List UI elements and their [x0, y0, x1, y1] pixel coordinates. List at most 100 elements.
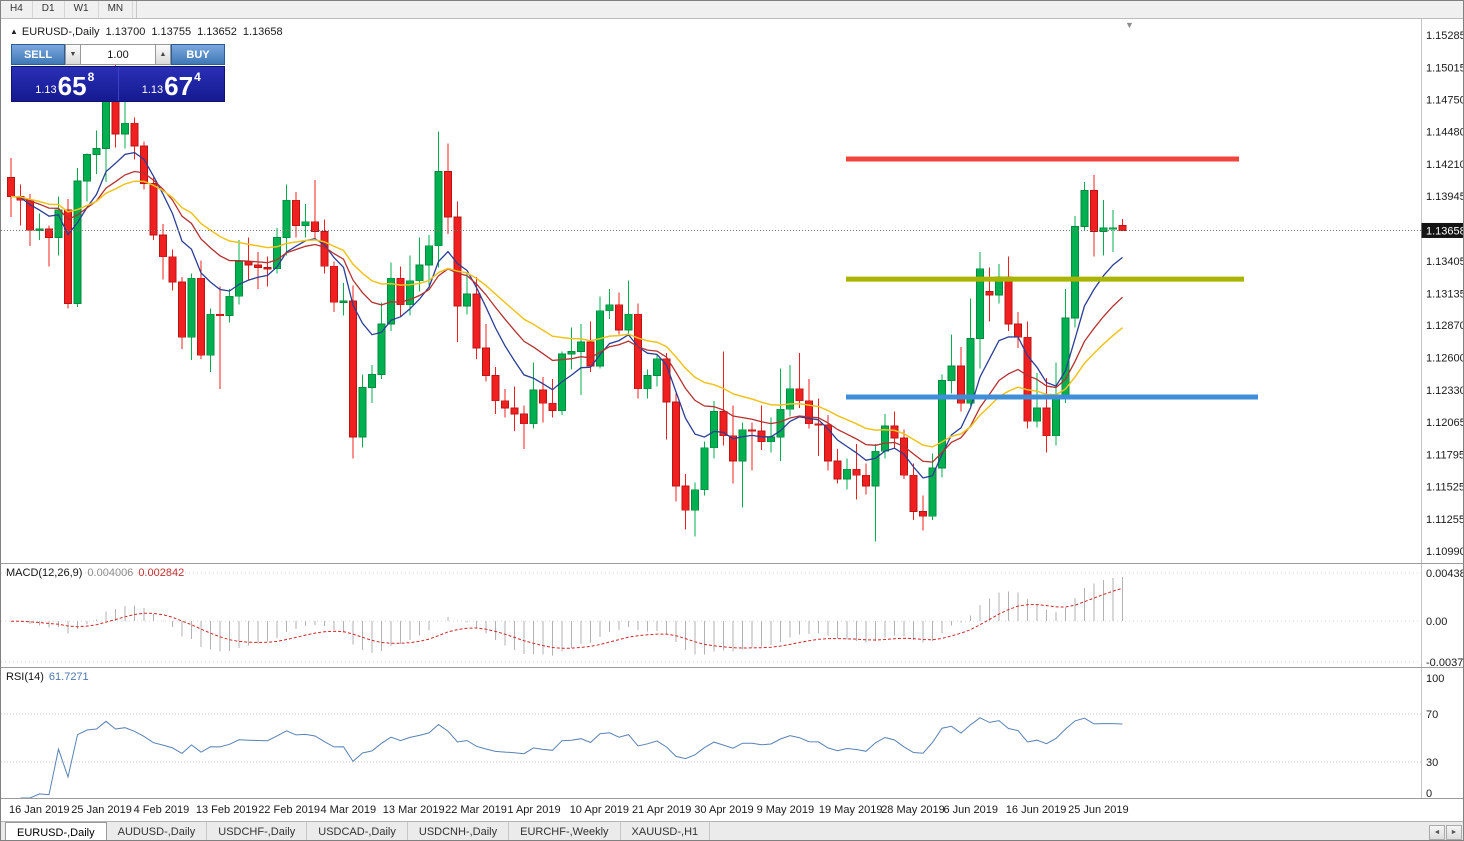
tab-eurusd-daily[interactable]: EURUSD-,Daily — [5, 822, 107, 840]
rsi-name: RSI(14) — [6, 671, 44, 683]
svg-text:1.14480: 1.14480 — [1426, 127, 1464, 139]
svg-text:1.14210: 1.14210 — [1426, 159, 1464, 171]
date-label: 22 Feb 2019 — [258, 804, 320, 816]
chart-title: ▲ EURUSD-,Daily 1.13700 1.13755 1.13652 1.136… — [10, 26, 283, 38]
svg-text:1.12870: 1.12870 — [1426, 320, 1464, 332]
timeframe-h4[interactable]: H4 — [1, 1, 33, 18]
svg-text:1.10990: 1.10990 — [1426, 546, 1464, 558]
svg-text:1.13945: 1.13945 — [1426, 191, 1464, 203]
svg-text:0.00438: 0.00438 — [1426, 568, 1464, 580]
volume-decrease-button[interactable]: ▼ — [65, 44, 81, 65]
tab-xauusd-h1[interactable]: XAUUSD-,H1 — [620, 822, 711, 840]
date-label: 4 Feb 2019 — [133, 804, 190, 816]
rsi-label: RSI(14) 61.7271 — [6, 671, 89, 683]
buy-button[interactable]: BUY — [171, 44, 225, 65]
macd-chart-canvas[interactable]: 0.00438 0.00 -0.003711 — [1, 564, 1464, 667]
macd-signal-value: 0.002842 — [138, 567, 185, 579]
chart-tab-bar: EURUSD-,Daily AUDUSD-,Daily USDCHF-,Daily U… — [1, 821, 1463, 840]
date-label: 22 Mar 2019 — [445, 804, 507, 816]
rsi-indicator-panel[interactable]: RSI(14) 61.7271 100 70 30 0 — [1, 667, 1464, 798]
volume-input[interactable] — [81, 44, 155, 65]
svg-text:-0.003711: -0.003711 — [1426, 657, 1464, 667]
ask-price-display[interactable]: 1.13 67 4 — [119, 67, 225, 101]
timeframe-mn[interactable]: MN — [99, 1, 134, 18]
macd-label: MACD(12,26,9) 0.004006 0.002842 — [6, 567, 184, 579]
ask-price-pip: 4 — [194, 70, 201, 84]
ohlc-low: 1.13652 — [197, 26, 237, 38]
tab-scroll-left-button[interactable]: ◄ — [1429, 825, 1445, 840]
date-label: 28 May 2019 — [881, 804, 945, 816]
svg-text:1.13405: 1.13405 — [1426, 256, 1464, 268]
rsi-axis-labels[interactable]: 100 70 30 0 — [1426, 673, 1444, 798]
date-label: 1 Apr 2019 — [507, 804, 561, 816]
svg-text:1.13135: 1.13135 — [1426, 288, 1464, 300]
macd-histogram — [19, 576, 1124, 656]
svg-text:0: 0 — [1426, 788, 1432, 798]
date-label: 10 Apr 2019 — [569, 804, 630, 816]
svg-text:1.15285: 1.15285 — [1426, 30, 1464, 42]
ask-price-prefix: 1.13 — [141, 84, 164, 96]
bid-price-prefix: 1.13 — [35, 84, 57, 96]
date-label: 25 Jun 2019 — [1068, 804, 1129, 816]
ma-slow-yellow — [10, 180, 1123, 448]
timeframe-buttons-group: H4 D1 W1 MN — [1, 1, 134, 18]
ohlc-high: 1.13755 — [151, 26, 192, 38]
tab-usdcnh-daily[interactable]: USDCNH-,Daily — [407, 822, 510, 840]
timeframe-w1[interactable]: W1 — [65, 1, 99, 18]
rsi-value: 61.7271 — [48, 671, 89, 683]
tab-usdchf-daily[interactable]: USDCHF-,Daily — [207, 822, 308, 840]
date-label: 19 May 2019 — [818, 804, 883, 816]
svg-text:1.11795: 1.11795 — [1426, 449, 1464, 461]
tab-scroll-right-button[interactable]: ► — [1446, 825, 1462, 840]
date-label: 13 Feb 2019 — [195, 804, 258, 816]
macd-indicator-panel[interactable]: MACD(12,26,9) 0.004006 0.002842 0.00438 0.0… — [1, 563, 1464, 667]
ma-fast-blue — [10, 151, 1123, 479]
tab-usdcad-daily[interactable]: USDCAD-,Daily — [307, 822, 408, 840]
autoscroll-marker-icon[interactable]: ▼ — [1125, 20, 1134, 30]
timeframe-toolbar: H4 D1 W1 MN — [1, 1, 1463, 19]
date-label: 6 Jun 2019 — [943, 804, 998, 816]
svg-text:1.13658: 1.13658 — [1426, 225, 1464, 237]
one-click-panel-toggle-icon[interactable]: ▲ — [10, 27, 18, 36]
bid-price-pip: 8 — [87, 70, 95, 84]
bid-price-display[interactable]: 1.13 65 8 — [12, 67, 119, 101]
svg-text:100: 100 — [1426, 673, 1444, 685]
candlestick-chart-canvas[interactable]: 1.15285 1.15015 1.14750 1.14480 1.14210 1.139… — [1, 19, 1464, 563]
tab-audusd-daily[interactable]: AUDUSD-,Daily — [106, 822, 208, 840]
svg-text:70: 70 — [1426, 709, 1438, 721]
price-axis-labels[interactable]: 1.15285 1.15015 1.14750 1.14480 1.14210 1.139… — [1426, 30, 1464, 558]
bid-price-main: 65 — [57, 71, 87, 101]
ask-price-main: 67 — [164, 71, 194, 101]
timeframe-d1[interactable]: D1 — [33, 1, 65, 18]
macd-name: MACD(12,26,9) — [6, 567, 83, 579]
svg-text:1.12065: 1.12065 — [1426, 417, 1464, 429]
svg-text:1.12330: 1.12330 — [1426, 385, 1464, 397]
macd-main-value: 0.004006 — [87, 567, 134, 579]
tab-scroll-controls: ◄ ► — [1429, 825, 1462, 840]
toolbar-separator — [135, 1, 138, 18]
price-chart-panel[interactable]: 1.15285 1.15015 1.14750 1.14480 1.14210 1.139… — [1, 19, 1464, 563]
ma-mid-red — [10, 170, 1123, 463]
tab-eurchf-weekly[interactable]: EURCHF-,Weekly — [509, 822, 621, 840]
ohlc-close: 1.13658 — [242, 26, 283, 38]
chart-symbol-label: EURUSD-,Daily — [21, 26, 100, 38]
rsi-line — [20, 717, 1123, 798]
svg-text:1.15015: 1.15015 — [1426, 62, 1464, 74]
volume-increase-button[interactable]: ▲ — [155, 44, 171, 65]
sell-button[interactable]: SELL — [11, 44, 65, 65]
macd-axis-labels[interactable]: 0.00438 0.00 -0.003711 — [1426, 568, 1464, 667]
date-label: 16 Jun 2019 — [1005, 804, 1067, 816]
svg-text:30: 30 — [1426, 757, 1438, 769]
rsi-chart-canvas[interactable]: 100 70 30 0 — [1, 668, 1464, 798]
date-axis[interactable]: 16 Jan 2019 25 Jan 2019 4 Feb 2019 13 Feb 2… — [1, 798, 1463, 821]
date-label: 4 Mar 2019 — [320, 804, 377, 816]
date-label: 13 Mar 2019 — [382, 804, 445, 816]
date-label: 21 Apr 2019 — [632, 804, 692, 816]
svg-text:1.12600: 1.12600 — [1426, 353, 1464, 365]
current-price-badge — [1421, 222, 1463, 238]
quote-display-row: 1.13 65 8 1.13 67 4 — [11, 66, 225, 102]
ohlc-open: 1.13700 — [105, 26, 146, 38]
svg-text:0.00: 0.00 — [1426, 616, 1447, 628]
